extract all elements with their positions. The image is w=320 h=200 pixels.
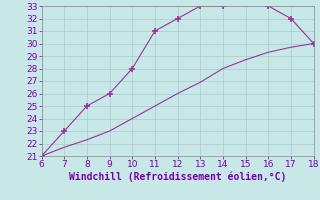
X-axis label: Windchill (Refroidissement éolien,°C): Windchill (Refroidissement éolien,°C) (69, 172, 286, 182)
